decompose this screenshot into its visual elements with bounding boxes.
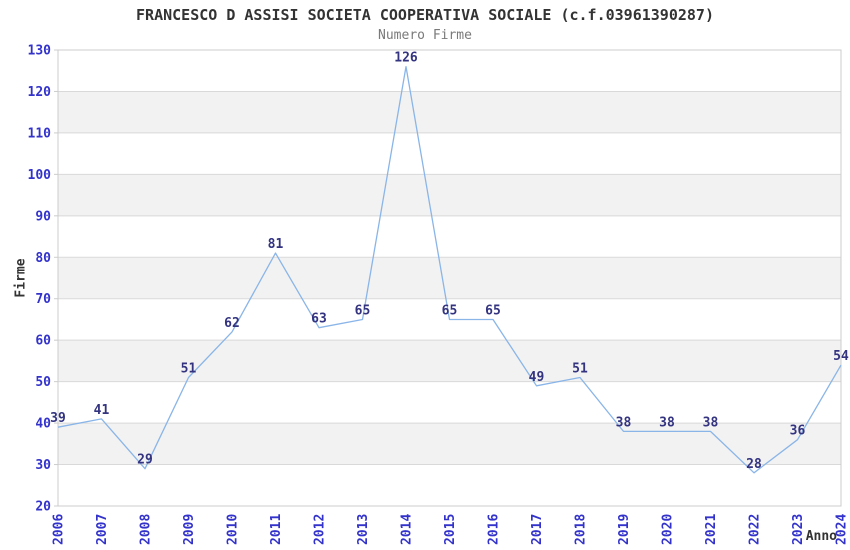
y-tick-label: 130 bbox=[28, 44, 52, 59]
plot-border bbox=[57, 49, 842, 507]
data-point-label: 65 bbox=[442, 304, 458, 319]
data-point-label: 49 bbox=[529, 370, 545, 385]
x-tick-label: 2020 bbox=[661, 514, 676, 545]
grid-band bbox=[58, 340, 841, 382]
data-point-label: 36 bbox=[790, 424, 806, 439]
data-point-label: 65 bbox=[485, 304, 501, 319]
y-axis-label: Firme bbox=[13, 258, 29, 298]
data-point-label: 126 bbox=[394, 51, 418, 66]
x-tick-label: 2012 bbox=[313, 514, 328, 545]
y-tick-label: 80 bbox=[35, 251, 51, 266]
data-point-label: 39 bbox=[50, 411, 66, 426]
x-axis-label: Anno bbox=[805, 529, 837, 544]
y-tick-label: 30 bbox=[35, 458, 51, 473]
grid-band bbox=[58, 423, 841, 465]
y-tick-label: 110 bbox=[28, 126, 52, 141]
data-point-label: 38 bbox=[659, 415, 675, 430]
x-tick-label: 2021 bbox=[704, 514, 719, 545]
y-tick-label: 100 bbox=[28, 168, 52, 183]
data-point-label: 51 bbox=[181, 362, 197, 377]
data-point-label: 63 bbox=[311, 312, 327, 327]
y-tick-label: 60 bbox=[35, 334, 51, 349]
chart-title: FRANCESCO D ASSISI SOCIETA COOPERATIVA S… bbox=[136, 6, 714, 24]
x-tick-label: 2023 bbox=[791, 514, 806, 545]
x-tick-label: 2017 bbox=[530, 514, 545, 545]
y-tick-label: 50 bbox=[35, 375, 51, 390]
data-point-label: 62 bbox=[224, 316, 240, 331]
data-line bbox=[57, 65, 842, 474]
x-tick-label: 2014 bbox=[400, 514, 415, 545]
grid-band bbox=[58, 91, 841, 133]
y-tick-label: 70 bbox=[35, 292, 51, 307]
data-point-label: 41 bbox=[94, 403, 110, 418]
data-point-label: 81 bbox=[268, 237, 284, 252]
y-tick-label: 40 bbox=[35, 417, 51, 432]
data-point-label: 51 bbox=[572, 362, 588, 377]
x-tick-label: 2011 bbox=[269, 514, 284, 545]
data-point-label: 28 bbox=[746, 457, 762, 472]
x-tick-label: 2009 bbox=[182, 514, 197, 545]
y-tick-label: 20 bbox=[35, 500, 51, 515]
data-point-label: 65 bbox=[355, 304, 371, 319]
data-point-label: 38 bbox=[616, 415, 632, 430]
x-tick-label: 2008 bbox=[139, 514, 154, 545]
data-point-label: 29 bbox=[137, 453, 153, 468]
x-tick-label: 2007 bbox=[95, 514, 110, 545]
grid-band bbox=[58, 257, 841, 299]
chart-subtitle: Numero Firme bbox=[378, 28, 472, 43]
x-tick-label: 2016 bbox=[487, 514, 502, 545]
data-point-label: 38 bbox=[703, 415, 719, 430]
x-tick-label: 2015 bbox=[443, 514, 458, 545]
data-point-label: 54 bbox=[833, 349, 849, 364]
x-tick-label: 2010 bbox=[226, 514, 241, 545]
x-tick-label: 2022 bbox=[748, 514, 763, 545]
y-tick-label: 120 bbox=[28, 85, 52, 100]
x-tick-label: 2024 bbox=[835, 514, 850, 545]
grid-band bbox=[58, 174, 841, 216]
x-tick-label: 2018 bbox=[574, 514, 589, 545]
x-tick-label: 2013 bbox=[356, 514, 371, 545]
x-tick-label: 2019 bbox=[617, 514, 632, 545]
y-tick-label: 90 bbox=[35, 209, 51, 224]
x-tick-label: 2006 bbox=[52, 514, 67, 545]
